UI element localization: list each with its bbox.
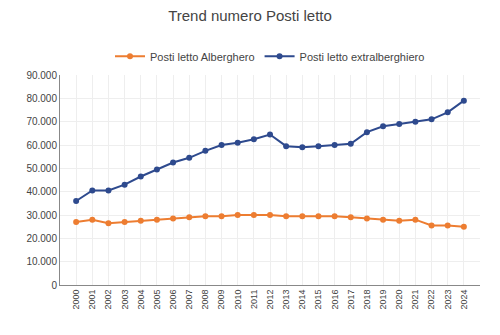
svg-text:2017: 2017 [346,290,356,310]
svg-text:70.000: 70.000 [26,116,57,127]
svg-text:2005: 2005 [152,290,162,310]
svg-text:2011: 2011 [249,290,259,309]
svg-text:20.000: 20.000 [26,233,57,244]
svg-text:2016: 2016 [330,290,340,310]
svg-text:50.000: 50.000 [26,163,57,174]
svg-text:0: 0 [51,280,57,291]
svg-text:2006: 2006 [168,290,178,310]
svg-text:2024: 2024 [459,290,469,310]
svg-text:10.000: 10.000 [26,256,57,267]
svg-text:2001: 2001 [87,290,97,310]
svg-text:2022: 2022 [426,290,436,310]
svg-text:60.000: 60.000 [26,140,57,151]
svg-text:90.000: 90.000 [26,70,57,81]
svg-text:2023: 2023 [443,290,453,310]
svg-text:2019: 2019 [378,290,388,310]
svg-text:Posti letto extralberghiero: Posti letto extralberghiero [300,51,425,63]
svg-text:2002: 2002 [103,290,113,310]
svg-text:40.000: 40.000 [26,186,57,197]
svg-text:Trend numero Posti letto: Trend numero Posti letto [168,7,332,24]
svg-text:2015: 2015 [313,290,323,310]
svg-text:2009: 2009 [216,290,226,310]
svg-text:30.000: 30.000 [26,210,57,221]
svg-text:2014: 2014 [297,290,307,310]
svg-text:2000: 2000 [71,290,81,310]
svg-text:2007: 2007 [184,290,194,310]
svg-text:2003: 2003 [120,290,130,310]
svg-text:2012: 2012 [265,290,275,310]
svg-text:2020: 2020 [394,290,404,310]
svg-text:Posti letto Alberghero: Posti letto Alberghero [150,51,255,63]
svg-text:2021: 2021 [410,290,420,310]
svg-text:2004: 2004 [136,290,146,310]
svg-text:2010: 2010 [233,290,243,310]
svg-text:2013: 2013 [281,290,291,310]
svg-text:2018: 2018 [362,290,372,310]
svg-text:2008: 2008 [200,290,210,310]
svg-text:80.000: 80.000 [26,93,57,104]
